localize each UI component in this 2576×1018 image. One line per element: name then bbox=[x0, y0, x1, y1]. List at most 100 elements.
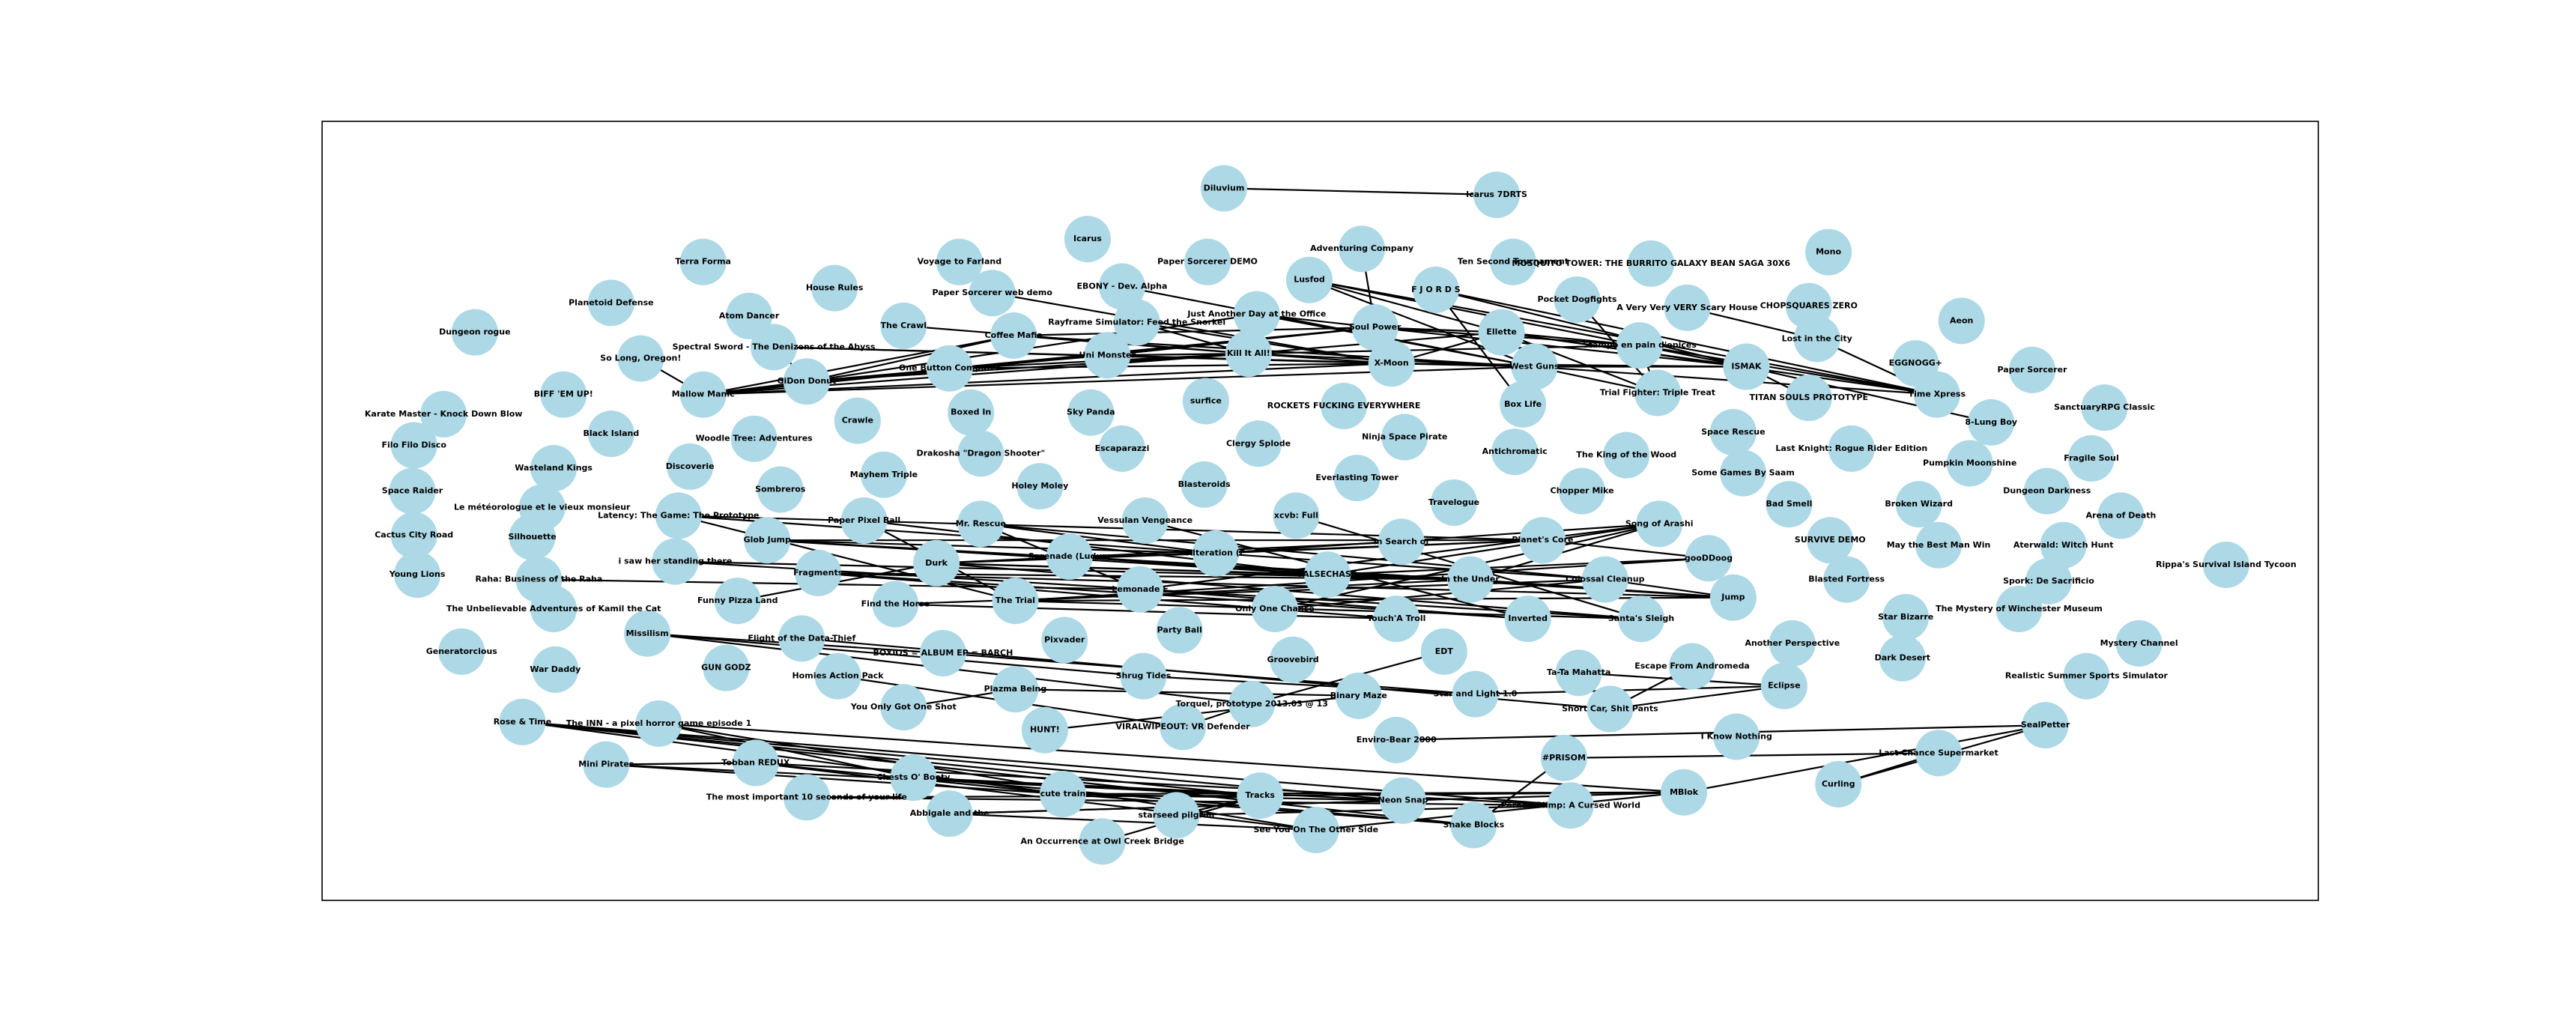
node bbox=[652, 538, 699, 585]
node-label: Realistic Summer Sports Simulator bbox=[2005, 671, 2169, 681]
node bbox=[1067, 389, 1115, 436]
node-label: Funny Pizza Land bbox=[697, 596, 778, 605]
edge bbox=[1223, 187, 1497, 196]
node bbox=[1879, 634, 1926, 682]
node bbox=[757, 466, 804, 513]
node-label: Dark Desert bbox=[1875, 653, 1930, 663]
node-label: Rippa's Survival Island Tycoon bbox=[2156, 560, 2297, 569]
node-label: Paper Sorcerer bbox=[1998, 365, 2068, 375]
edge bbox=[1470, 523, 1660, 581]
node bbox=[1412, 266, 1459, 313]
node bbox=[1153, 792, 1200, 839]
node bbox=[390, 422, 437, 469]
node-label: Tracks bbox=[1245, 790, 1275, 800]
node-label: VIRALWIPEOUT: VR Defender bbox=[1116, 721, 1251, 731]
node-label: CHOPSQUARES ZERO bbox=[1760, 301, 1858, 311]
node bbox=[1064, 216, 1111, 263]
node-label: Chopper Mike bbox=[1551, 486, 1614, 496]
node bbox=[2063, 652, 2110, 700]
node bbox=[1335, 672, 1382, 719]
node bbox=[2023, 467, 2070, 515]
node-label: starseed pilgrim bbox=[1138, 810, 1214, 819]
node-label: Just Another Day at the Office bbox=[1187, 309, 1326, 319]
node bbox=[1713, 713, 1760, 760]
node bbox=[1636, 500, 1683, 548]
node bbox=[389, 467, 436, 515]
node-label: Durk bbox=[925, 558, 948, 568]
node bbox=[679, 371, 727, 418]
node-label: Last Chance Supermarket bbox=[1879, 748, 1998, 757]
node bbox=[530, 445, 578, 492]
node bbox=[1913, 371, 1960, 418]
node bbox=[1805, 228, 1852, 276]
node-label: Abbigale and the bbox=[910, 808, 990, 818]
node bbox=[1664, 284, 1711, 331]
node bbox=[1380, 777, 1427, 824]
node-label: Terra Forma bbox=[675, 257, 731, 267]
node bbox=[1304, 551, 1351, 599]
node-label: Song of Arashi bbox=[1625, 518, 1694, 528]
node-label: Sky Panda bbox=[1067, 407, 1115, 417]
node-label: Blasteroids bbox=[1178, 479, 1231, 489]
node-label: Box Life bbox=[1504, 399, 1542, 409]
node-label: Raha: Business of the Raha bbox=[475, 575, 602, 584]
node-label: The Crawl bbox=[881, 321, 927, 330]
edge bbox=[1501, 331, 1937, 396]
node-label: Fragile Soul bbox=[2064, 453, 2118, 463]
edge bbox=[992, 292, 1392, 365]
edge bbox=[1143, 675, 1476, 695]
node bbox=[1046, 533, 1093, 581]
node bbox=[1581, 556, 1628, 603]
node bbox=[2025, 557, 2072, 605]
node-label: Shrug Tides bbox=[1116, 671, 1172, 681]
node-label: The INN - a pixel horror game episode 1 bbox=[566, 718, 752, 728]
node-label: Curling bbox=[1822, 779, 1855, 789]
edge bbox=[949, 813, 1316, 831]
node bbox=[1292, 807, 1339, 854]
node-label: Trial Fighter: Triple Treat bbox=[1600, 388, 1715, 398]
node-label: Find the Horse bbox=[861, 599, 930, 608]
node bbox=[1995, 586, 2043, 632]
node bbox=[1559, 467, 1606, 515]
node bbox=[1616, 322, 1663, 369]
node-label: MBlok bbox=[1670, 787, 1699, 797]
node bbox=[1473, 172, 1521, 219]
node-label: Soul Power bbox=[1349, 322, 1401, 332]
node-label: Mini Pirates bbox=[578, 760, 634, 769]
node-label: Black Island bbox=[583, 428, 639, 438]
node bbox=[1233, 291, 1280, 338]
edge bbox=[913, 777, 1404, 802]
node-label: Sombreros bbox=[755, 484, 806, 494]
node bbox=[1489, 238, 1536, 285]
node-label: West Guns bbox=[1509, 362, 1560, 372]
node-label: Fragments bbox=[793, 568, 843, 578]
edge bbox=[1121, 285, 1535, 368]
node bbox=[1828, 425, 1875, 472]
node bbox=[2097, 492, 2145, 539]
edge bbox=[981, 523, 1216, 554]
node bbox=[1504, 596, 1551, 643]
node bbox=[1669, 643, 1716, 690]
node-label: Stampo en pain d'epices bbox=[1583, 340, 1697, 350]
node bbox=[1723, 343, 1770, 390]
edge bbox=[606, 762, 756, 766]
node-label: Enviro-Bear 2000 bbox=[1357, 735, 1437, 745]
node bbox=[1431, 479, 1478, 526]
node bbox=[1895, 481, 1942, 528]
node-label: Atom Dancer bbox=[719, 311, 780, 321]
node bbox=[1228, 680, 1276, 727]
node-label: SURVIVE DEMO bbox=[1795, 535, 1866, 545]
node-label: Kill It All! bbox=[1227, 348, 1270, 358]
node-label: Planet's Core bbox=[1512, 535, 1573, 545]
node bbox=[2040, 521, 2087, 569]
node-label: Clergy Splode bbox=[1226, 438, 1291, 448]
node bbox=[540, 371, 587, 418]
node-label: Groovebird bbox=[1267, 655, 1319, 664]
node bbox=[1200, 165, 1247, 212]
node-layer bbox=[389, 165, 2249, 865]
node bbox=[783, 358, 830, 405]
node bbox=[1946, 440, 1993, 487]
node bbox=[1968, 399, 2015, 446]
node-label: GUN GODZ bbox=[701, 663, 751, 673]
